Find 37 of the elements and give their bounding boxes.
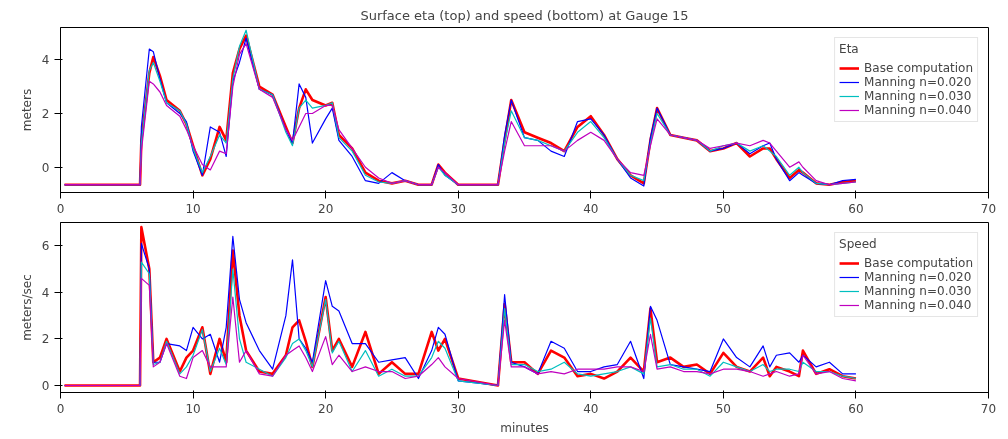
legend-label: Manning n=0.040	[864, 298, 972, 312]
x-tick-label: 10	[185, 201, 201, 216]
x-axis-title: minutes	[500, 420, 549, 435]
y-tick-label: 2	[41, 106, 50, 121]
y-axis-title: meters	[19, 88, 34, 132]
x-tick-label: 70	[980, 401, 997, 416]
legend-label: Manning n=0.030	[864, 284, 972, 298]
x-tick-label: 50	[715, 401, 731, 416]
x-tick-label: 30	[450, 201, 466, 216]
y-tick-label: 0	[41, 160, 50, 175]
x-tick-label: 60	[848, 201, 864, 216]
x-tick-label: 20	[318, 401, 334, 416]
y-tick-label: 4	[41, 285, 50, 300]
chart-title: Surface eta (top) and speed (bottom) at Gauge 15	[360, 7, 689, 23]
legend-title: Eta	[839, 42, 860, 56]
legend-label: Manning n=0.040	[864, 103, 972, 117]
legend-label: Manning n=0.020	[864, 75, 972, 89]
x-tick-label: 0	[56, 201, 65, 216]
legend-title: Speed	[839, 237, 878, 251]
legend-label: Base computation	[864, 256, 973, 270]
y-tick-label: 2	[41, 332, 50, 347]
x-tick-label: 40	[583, 201, 599, 216]
x-tick-label: 50	[715, 201, 731, 216]
x-tick-label: 60	[848, 401, 864, 416]
y-tick-label: 6	[41, 239, 50, 254]
x-tick-label: 40	[583, 401, 599, 416]
legend-label: Manning n=0.030	[864, 89, 972, 103]
x-tick-label: 0	[56, 401, 65, 416]
legend-label: Base computation	[864, 61, 973, 75]
y-tick-label: 0	[41, 379, 50, 394]
legend-label: Manning n=0.020	[864, 270, 972, 284]
y-tick-label: 4	[41, 53, 50, 68]
x-tick-label: 10	[185, 401, 201, 416]
x-tick-label: 70	[980, 201, 997, 216]
x-tick-label: 20	[318, 201, 334, 216]
x-tick-label: 30	[450, 401, 466, 416]
y-axis-title: meters/sec	[19, 274, 34, 341]
